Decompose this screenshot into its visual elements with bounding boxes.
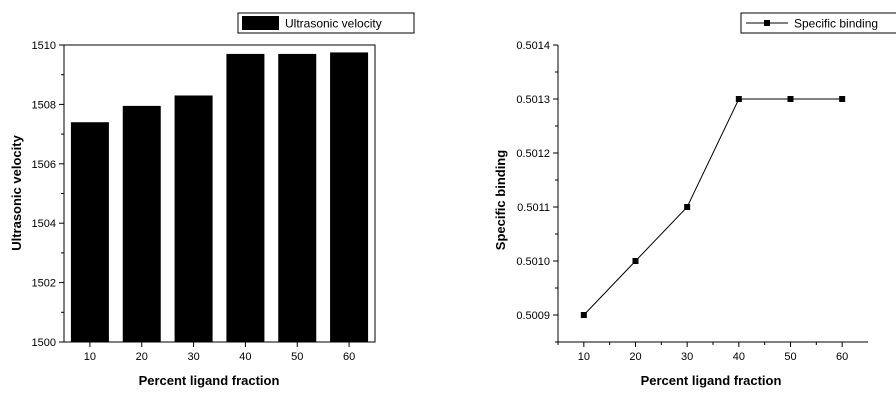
bar-chart-x-axis-label: Percent ligand fraction: [139, 373, 280, 388]
y-tick-label: 0.5009: [516, 310, 550, 322]
data-point: [632, 258, 639, 264]
x-tick-label: 30: [681, 351, 693, 363]
line-chart-y-ticks: 0.5009 0.5010 0.5011 0.5012 0.5013 0.5014: [516, 40, 558, 343]
bar-chart-legend-swatch: [242, 16, 279, 30]
y-tick-label: 1510: [32, 40, 56, 52]
x-tick-label: 20: [136, 351, 148, 363]
x-tick-label: 10: [578, 351, 590, 363]
x-tick-label: 10: [84, 351, 96, 363]
bar-chart-plot-frame: [63, 44, 376, 343]
bar: [70, 122, 109, 342]
x-tick-label: 30: [187, 351, 199, 363]
x-tick-label: 50: [291, 351, 303, 363]
data-point: [684, 204, 691, 210]
x-tick-label: 60: [343, 351, 355, 363]
bar-chart-y-axis-label: Ultrasonic velocity: [9, 134, 24, 250]
y-tick-label: 0.5011: [517, 202, 550, 214]
line-chart-x-axis-label: Percent ligand fraction: [641, 373, 782, 388]
x-tick-label: 40: [239, 351, 251, 363]
x-tick-label: 60: [836, 351, 848, 363]
x-tick-label: 50: [784, 351, 796, 363]
y-tick-label: 1502: [32, 278, 56, 290]
y-tick-label: 0.5013: [516, 94, 550, 106]
line-chart-legend-label: Specific binding: [794, 17, 878, 31]
bar-chart-legend: Ultrasonic velocity: [237, 12, 415, 34]
y-tick-label: 0.5012: [516, 148, 550, 160]
line-chart-y-axis-label: Specific binding: [493, 150, 508, 250]
data-point: [735, 96, 742, 102]
bar: [278, 53, 317, 342]
bar-chart: 1500 1502 1504 1506 1508 1510 10 20 30 40 50 60 Pe…: [9, 12, 415, 388]
data-point: [787, 96, 794, 102]
y-tick-label: 0.5010: [516, 256, 550, 268]
line-chart-legend-marker: [764, 20, 770, 26]
bar-chart-bars: [70, 52, 369, 343]
bar-chart-y-ticks: 1500 1502 1504 1506 1508 1510: [32, 40, 64, 349]
line-chart: 0.5009 0.5010 0.5011 0.5012 0.5013 0.5014 10 2…: [493, 12, 896, 388]
bar: [174, 95, 213, 343]
line-chart-markers: [580, 96, 846, 318]
line-chart-x-ticks: 10 20 30 40 50 60: [557, 342, 848, 363]
bar: [226, 53, 265, 342]
data-point: [580, 312, 587, 318]
y-tick-label: 1500: [32, 337, 56, 349]
bar-chart-legend-label: Ultrasonic velocity: [285, 17, 382, 31]
bar-chart-x-ticks: 10 20 30 40 50 60: [84, 342, 355, 363]
y-tick-label: 0.5014: [516, 40, 550, 52]
line-chart-series-line: [583, 98, 843, 316]
y-tick-label: 1508: [32, 99, 56, 111]
bar-chart-legend-box: [237, 12, 415, 34]
y-tick-label: 1504: [32, 218, 56, 230]
x-tick-label: 40: [733, 351, 745, 363]
line-chart-legend: Specific binding: [740, 12, 896, 34]
bar: [122, 105, 161, 342]
y-tick-label: 1506: [32, 159, 56, 171]
data-point: [839, 96, 846, 102]
line-chart-legend-box: [740, 12, 896, 34]
bar: [330, 52, 369, 343]
x-tick-label: 20: [629, 351, 641, 363]
